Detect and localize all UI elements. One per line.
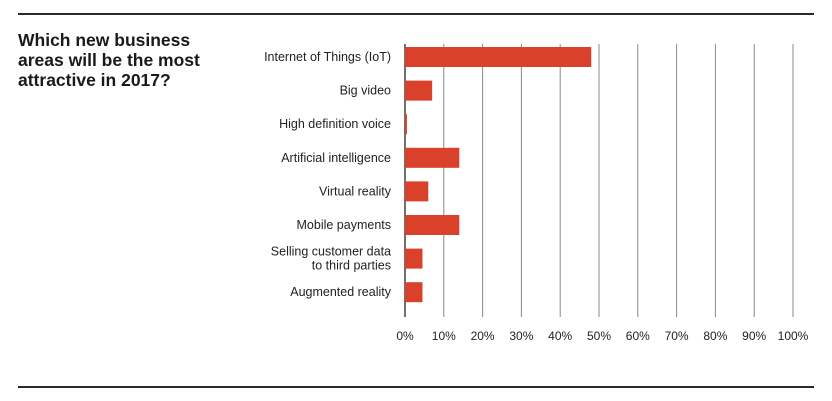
- category-label: to third parties: [312, 259, 391, 273]
- bar: [405, 114, 407, 135]
- title-line-1: Which new business: [18, 30, 191, 50]
- x-tick-label: 50%: [587, 329, 611, 343]
- category-label: Big video: [340, 84, 391, 98]
- bars: [405, 47, 592, 303]
- bar: [405, 147, 460, 168]
- title-line-3: attractive in 2017?: [18, 70, 171, 90]
- bar: [405, 282, 423, 303]
- chart-title: Which new business areas will be the mos…: [18, 30, 238, 90]
- x-tick-label: 40%: [548, 329, 572, 343]
- x-tick-label: 60%: [626, 329, 650, 343]
- bottom-rule: [18, 386, 814, 388]
- bar: [405, 47, 592, 67]
- bar: [405, 248, 423, 269]
- category-label: Mobile payments: [297, 218, 392, 232]
- x-tick-label: 90%: [742, 329, 766, 343]
- x-tick-label: 0%: [396, 329, 414, 343]
- bar: [405, 80, 433, 101]
- x-tick-label: 100%: [778, 329, 809, 343]
- x-tick-label: 80%: [703, 329, 727, 343]
- category-label: Virtual reality: [319, 184, 392, 198]
- x-tick-label: 30%: [509, 329, 533, 343]
- grid-lines: [404, 44, 794, 317]
- category-labels: Internet of Things (IoT) Big video High de…: [264, 50, 392, 299]
- x-tick-label: 10%: [432, 329, 456, 343]
- category-label: Internet of Things (IoT): [264, 50, 391, 64]
- x-tick-label: 70%: [665, 329, 689, 343]
- category-label: Augmented reality: [290, 285, 392, 299]
- bar: [405, 181, 429, 202]
- category-label: Selling customer data: [271, 245, 391, 259]
- category-label: Artificial intelligence: [281, 151, 391, 165]
- title-line-2: areas will be the most: [18, 50, 200, 70]
- category-label: High definition voice: [279, 117, 391, 131]
- bar: [405, 215, 460, 235]
- x-tick-labels: 0% 10% 20% 30% 40% 50% 60% 70% 80% 90% 100%: [396, 329, 808, 343]
- x-tick-label: 20%: [471, 329, 495, 343]
- top-rule: [18, 13, 814, 15]
